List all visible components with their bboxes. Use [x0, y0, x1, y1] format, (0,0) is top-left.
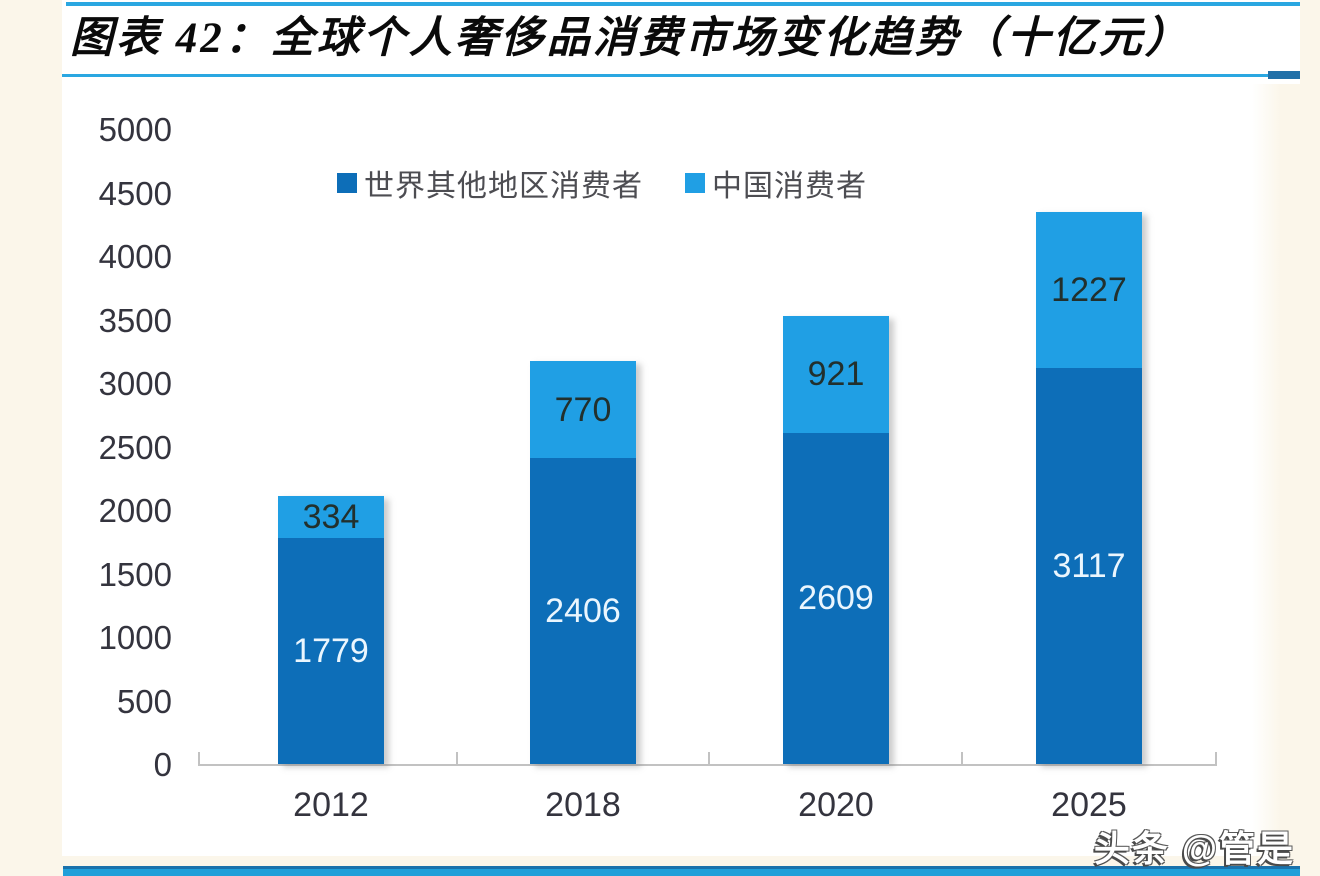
bar-segment-china: 921	[783, 315, 889, 433]
y-tick-label: 2000	[98, 492, 172, 529]
bar-value-label: 1227	[1051, 271, 1127, 310]
bar-value-label: 3117	[1052, 547, 1126, 586]
legend-item-china: 中国消费者	[685, 161, 867, 205]
bar-2018: 770 2406	[530, 360, 636, 764]
y-tick-label: 3000	[98, 365, 172, 402]
x-label-2018: 2018	[545, 786, 621, 824]
bar-2012: 334 1779	[278, 495, 384, 764]
top-accent-line	[66, 2, 1300, 6]
x-axis-tick	[961, 752, 963, 766]
y-tick-label: 2500	[98, 428, 172, 466]
y-tick-label: 1500	[98, 555, 172, 593]
x-axis-tick	[456, 752, 458, 766]
x-label-2025: 2025	[1051, 786, 1127, 824]
x-axis-tick	[1215, 752, 1217, 766]
y-tick-label: 4000	[98, 238, 172, 275]
y-tick-label: 500	[116, 682, 172, 720]
chart-legend: 世界其他地区消费者 中国消费者	[337, 161, 867, 205]
y-tick-label: 0	[153, 746, 172, 783]
watermark: 头条 @管是	[1093, 828, 1295, 869]
bar-2025: 1227 3117	[1036, 212, 1142, 764]
x-label-2020: 2020	[798, 786, 874, 824]
bar-segment-rest-of-world: 2406	[530, 458, 636, 764]
bar-segment-rest-of-world: 3117	[1036, 368, 1142, 764]
panel-right-fade	[1252, 84, 1300, 856]
chart-title: 图表 42：全球个人奢侈品消费市场变化趋势（十亿元）	[70, 15, 1191, 62]
bar-value-label: 2406	[545, 592, 621, 631]
bar-segment-china: 334	[278, 495, 384, 539]
bar-segment-china: 1227	[1036, 212, 1142, 369]
legend-item-rest-of-world: 世界其他地区消费者	[337, 161, 643, 205]
bar-segment-china: 770	[530, 360, 636, 459]
bar-value-label: 770	[554, 390, 612, 429]
y-tick-label: 3500	[98, 301, 172, 339]
legend-label-rest-of-world: 世界其他地区消费者	[364, 170, 643, 203]
under-title-tab	[1268, 71, 1300, 79]
legend-label-china: 中国消费者	[712, 170, 867, 203]
bar-value-label: 2609	[798, 579, 874, 618]
bar-2020: 921 2609	[783, 315, 889, 764]
under-title-line	[62, 74, 1268, 77]
bar-segment-rest-of-world: 2609	[783, 432, 889, 764]
y-tick-label: 4500	[98, 174, 172, 212]
x-axis-line	[198, 764, 1217, 766]
bar-segment-rest-of-world: 1779	[278, 538, 384, 764]
bar-value-label: 334	[302, 497, 360, 536]
legend-swatch-rest-of-world	[337, 173, 357, 193]
y-tick-label: 5000	[98, 111, 172, 148]
x-label-2012: 2012	[293, 786, 369, 824]
bar-value-label: 921	[807, 355, 865, 394]
x-axis-tick	[708, 752, 710, 766]
bar-value-label: 1779	[293, 632, 369, 671]
x-axis-tick	[198, 752, 200, 766]
legend-swatch-china	[685, 173, 705, 193]
bottom-accent-bar	[63, 866, 1300, 876]
y-tick-label: 1000	[98, 619, 172, 656]
y-axis: 5000 4500 4000 3500 3000 2500 2000 1500 …	[80, 112, 172, 783]
